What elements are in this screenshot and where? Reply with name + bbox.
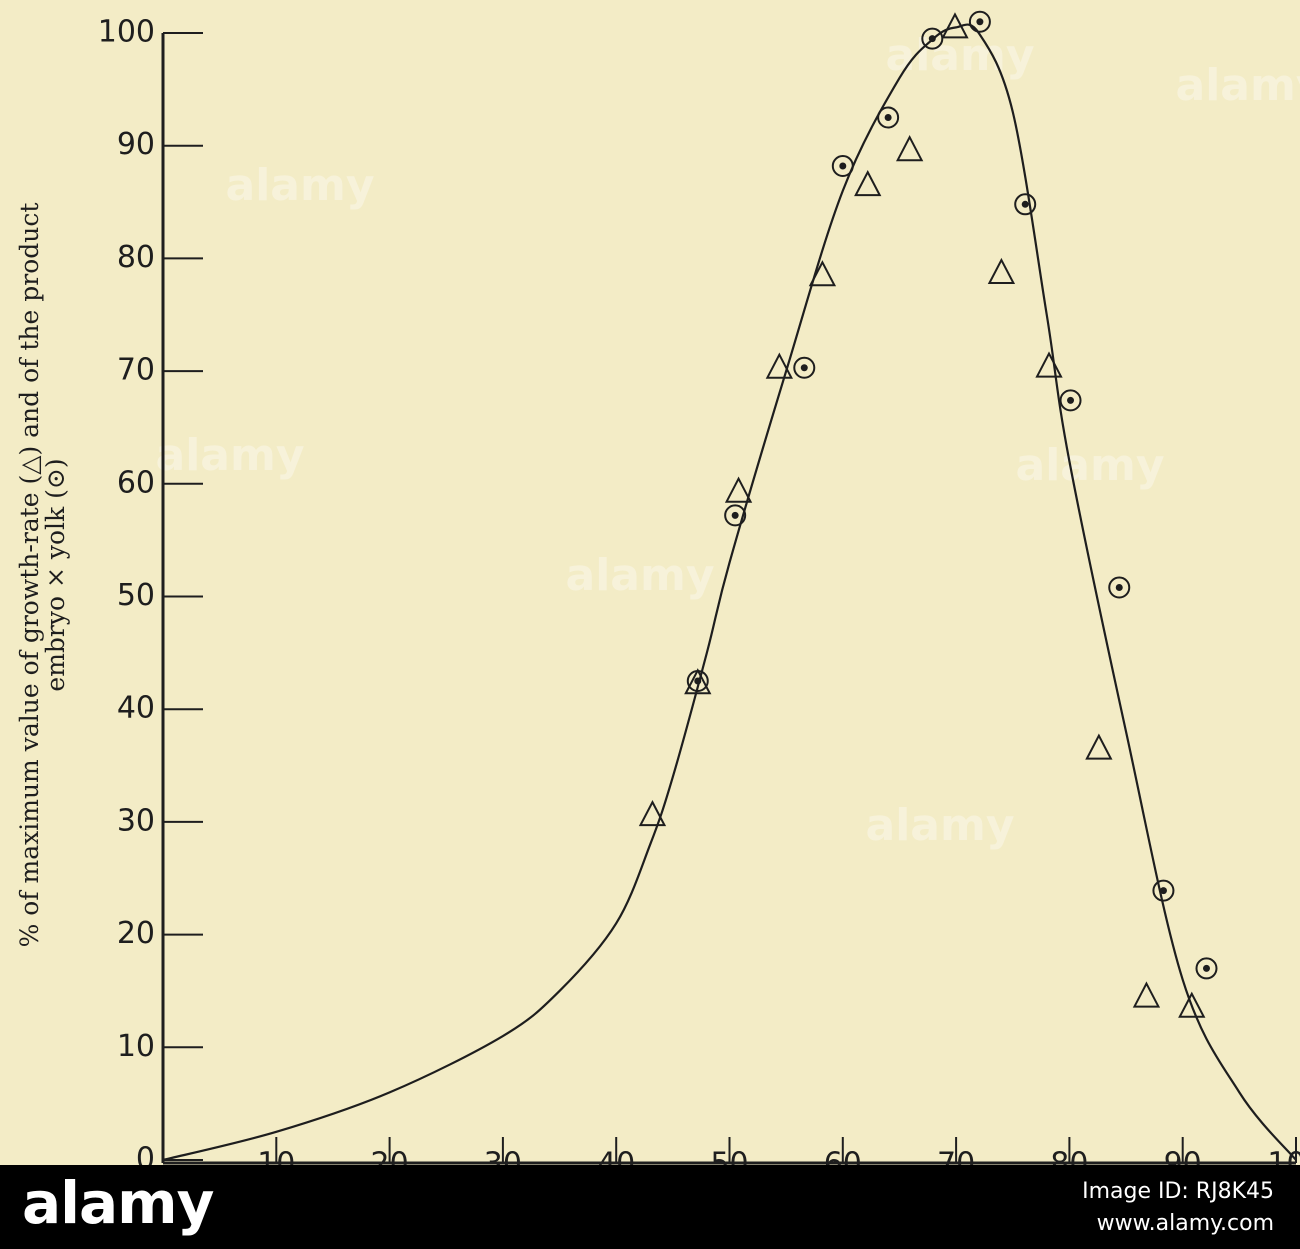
y-tick-label: 60 [117, 465, 155, 500]
x-tick-label: 90 [1164, 1147, 1202, 1165]
chart: % of maximum value of growth-rate (△) an… [15, 10, 1300, 1166]
marker-part [877, 106, 900, 129]
fit-curve [162, 23, 1297, 1162]
marker-part [1059, 389, 1082, 412]
marker-part [839, 162, 847, 170]
marker-part [968, 10, 991, 33]
marker-part [1021, 200, 1029, 208]
image-id: Image ID: RJ8K45 [1082, 1179, 1274, 1204]
watermark: alamy [226, 160, 375, 211]
marker-part [793, 356, 816, 379]
marker-part [731, 511, 739, 519]
watermark: alamy [1176, 60, 1300, 111]
x-tick-label: 50 [710, 1147, 748, 1165]
watermark: alamy [886, 30, 1035, 81]
circle-point [724, 504, 747, 527]
x-tick-label: 10 [257, 1147, 295, 1165]
y-tick-label: 50 [117, 578, 155, 613]
x-tick-label: 80 [1050, 1147, 1088, 1165]
x-tick-label: 40 [597, 1147, 635, 1165]
triangle-point [765, 352, 794, 379]
marker-part [976, 18, 984, 26]
footer: alamy Image ID: RJ8K45 www.alamy.com [0, 1165, 1300, 1249]
y-tick-label: 40 [117, 691, 155, 726]
brand: alamy [22, 1169, 214, 1237]
circle-point [877, 106, 900, 129]
circle-point [1014, 193, 1037, 216]
circle-point [1152, 879, 1175, 902]
y-axis-label: embryo × yolk (⊙) [41, 458, 70, 691]
triangle-point [895, 135, 924, 162]
circle-point [1059, 389, 1082, 412]
url: www.alamy.com [1096, 1211, 1274, 1236]
circle-point [1195, 957, 1218, 980]
watermark: alamy [866, 800, 1015, 851]
marker-part [1195, 957, 1218, 980]
triangle-point [1132, 981, 1161, 1008]
triangle-point [1035, 351, 1063, 378]
triangle-point [1085, 733, 1113, 760]
marker-part [1152, 879, 1175, 902]
circle-point [968, 10, 991, 33]
y-tick-label: 30 [117, 803, 155, 838]
triangle-point [854, 169, 882, 197]
x-tick-label: 60 [824, 1147, 862, 1165]
x-tick-label: 100 [1267, 1147, 1300, 1165]
triangle-point [684, 668, 712, 695]
marker-part [884, 114, 892, 122]
y-tick-label: 20 [117, 916, 155, 951]
y-tick-label: 90 [117, 127, 155, 162]
circle-point [1108, 576, 1131, 599]
circle-point [793, 356, 816, 379]
marker-part [1115, 583, 1123, 591]
x-tick-label: 30 [484, 1147, 522, 1165]
y-tick-label: 100 [98, 15, 155, 50]
marker-part [800, 364, 808, 372]
marker-part [1014, 193, 1037, 216]
watermark: alamy [1016, 440, 1165, 491]
y-tick-label: 70 [117, 353, 155, 388]
y-tick-label: 0 [136, 1142, 155, 1166]
marker-part [1159, 887, 1167, 895]
marker-part [921, 27, 944, 50]
watermark: alamy [156, 430, 305, 481]
x-tick-label: 70 [937, 1147, 975, 1165]
marker-part [1202, 964, 1210, 972]
triangle-point [808, 260, 837, 287]
y-tick-label: 10 [117, 1029, 155, 1064]
y-axis-label: % of maximum value of growth-rate (△) an… [15, 203, 44, 948]
marker-part [1108, 576, 1131, 599]
x-tick-label: 20 [371, 1147, 409, 1165]
triangle-point [1178, 991, 1206, 1018]
triangle-point [638, 799, 667, 827]
marker-part [1067, 396, 1075, 404]
triangle-point [724, 476, 753, 503]
watermark: alamy [566, 550, 715, 601]
triangle-point [987, 257, 1016, 285]
y-tick-label: 80 [117, 240, 155, 275]
marker-part [724, 504, 747, 527]
